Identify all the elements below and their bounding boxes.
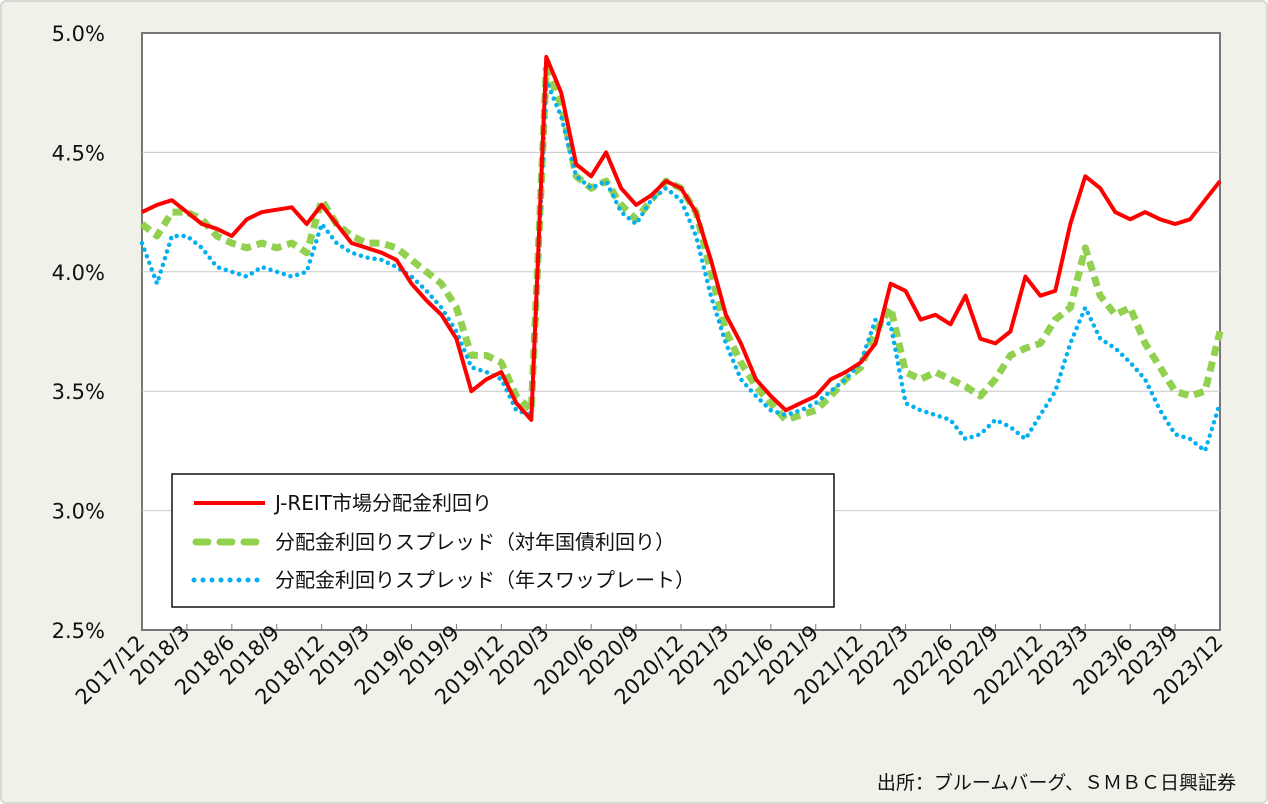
y-tick-label: 2.5% <box>52 619 105 643</box>
series-line-solid <box>141 54 1222 422</box>
series-line-dotted <box>139 79 1223 455</box>
y-tick-label: 3.5% <box>52 380 105 404</box>
legend-label-spread-jgb: 分配金利回りスプレッド（対年国債利回り） <box>275 530 675 554</box>
y-tick-label: 3.0% <box>52 500 105 524</box>
y-tick-label: 5.0% <box>52 22 105 46</box>
y-tick-label: 4.5% <box>52 141 105 165</box>
y-tick-label: 4.0% <box>52 261 105 285</box>
legend: J-REIT市場分配金利回り 分配金利回りスプレッド（対年国債利回り） 分配金利… <box>171 473 835 608</box>
source-note: 出所：ブルームバーグ、ＳＭＢＣ日興証券 <box>876 772 1236 794</box>
legend-label-spread-swap: 分配金利回りスプレッド（年スワップレート） <box>275 568 695 592</box>
legend-label-jreit-yield: J-REIT市場分配金利回り <box>273 491 492 515</box>
legend-box <box>171 473 835 608</box>
